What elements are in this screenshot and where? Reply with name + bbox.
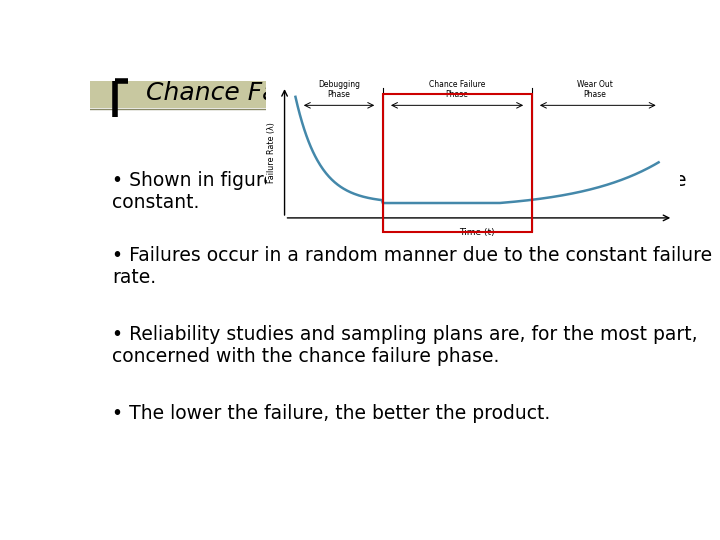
Text: Debugging
Phase: Debugging Phase bbox=[318, 79, 360, 99]
Text: • Reliability studies and sampling plans are, for the most part, concerned with : • Reliability studies and sampling plans… bbox=[112, 325, 698, 366]
FancyBboxPatch shape bbox=[90, 82, 648, 109]
Text: • Failures occur in a random manner due to the constant failure rate.: • Failures occur in a random manner due … bbox=[112, 246, 713, 287]
Text: Chance Failure
Phase: Chance Failure Phase bbox=[429, 79, 485, 99]
Bar bbox=[382, 94, 531, 232]
Text: Failure Rate (λ): Failure Rate (λ) bbox=[267, 122, 276, 183]
Text: • The lower the failure, the better the product.: • The lower the failure, the better the … bbox=[112, 404, 551, 423]
Text: Time (t): Time (t) bbox=[459, 228, 495, 237]
Text: • Shown in figure as a horizontal line, making the failure rate constant.: • Shown in figure as a horizontal line, … bbox=[112, 171, 687, 212]
Text: Wear Out
Phase: Wear Out Phase bbox=[577, 79, 613, 99]
Text: Chance Failure Phase: Chance Failure Phase bbox=[145, 81, 415, 105]
